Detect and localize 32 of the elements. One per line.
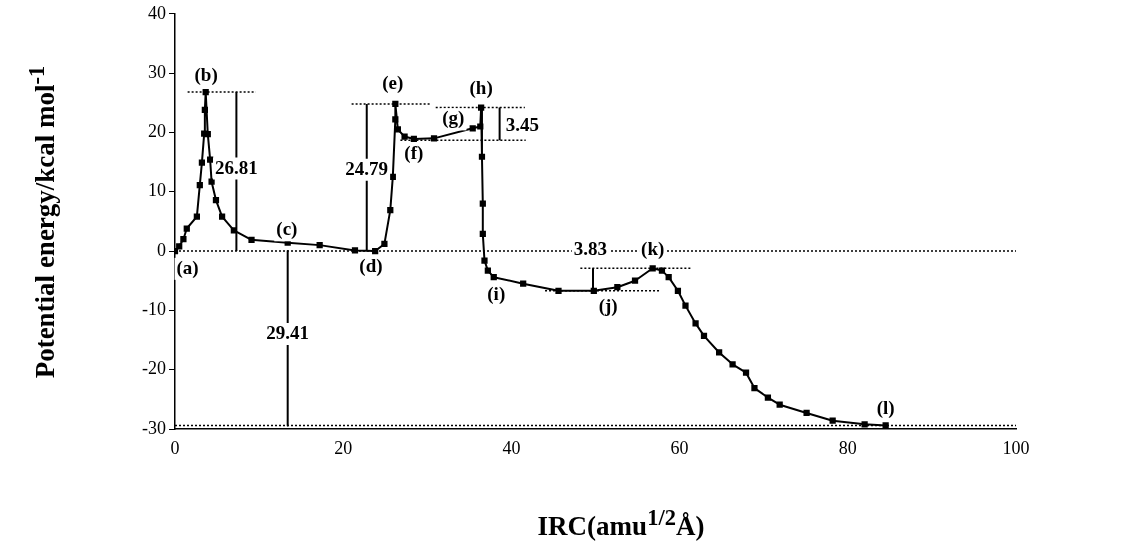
- annotation: (f): [404, 142, 424, 165]
- annotation: (b): [194, 63, 218, 86]
- annotation: (i): [487, 282, 506, 305]
- annotation: 24.79: [345, 157, 389, 179]
- y-tick-label: 30: [148, 61, 166, 82]
- y-tick-label: -10: [142, 299, 166, 320]
- x-tick-label: 100: [1002, 437, 1030, 458]
- annotation: (k): [641, 237, 665, 260]
- annotation: (c): [276, 218, 298, 241]
- annotation: 3.83: [573, 238, 608, 260]
- annotation: (a): [176, 256, 199, 279]
- y-tick-label: -30: [142, 417, 166, 438]
- x-axis-title: IRC(amu$^{1/2}$Å): [536, 505, 706, 542]
- annotation: (g): [442, 107, 465, 130]
- y-tick-label: 10: [148, 180, 166, 201]
- annotation: 3.45: [505, 114, 539, 136]
- x-tick-label: 0: [170, 437, 180, 458]
- x-tick-label: 40: [502, 437, 521, 458]
- x-tick-label: 60: [670, 437, 689, 458]
- x-tick-label: 20: [334, 437, 353, 458]
- y-tick-label: 40: [148, 2, 166, 23]
- annotation: (j): [598, 294, 618, 317]
- annotation: 29.41: [266, 322, 310, 343]
- annotation: (e): [382, 72, 404, 95]
- annotation: (h): [469, 77, 493, 100]
- annotation: 26.81: [215, 156, 258, 178]
- annotation: (d): [359, 254, 383, 277]
- y-tick-label: -20: [142, 358, 166, 379]
- y-tick-label: 20: [148, 121, 166, 142]
- y-tick-label: 0: [157, 239, 166, 260]
- annotation: (l): [876, 396, 895, 419]
- x-tick-label: 80: [838, 437, 857, 458]
